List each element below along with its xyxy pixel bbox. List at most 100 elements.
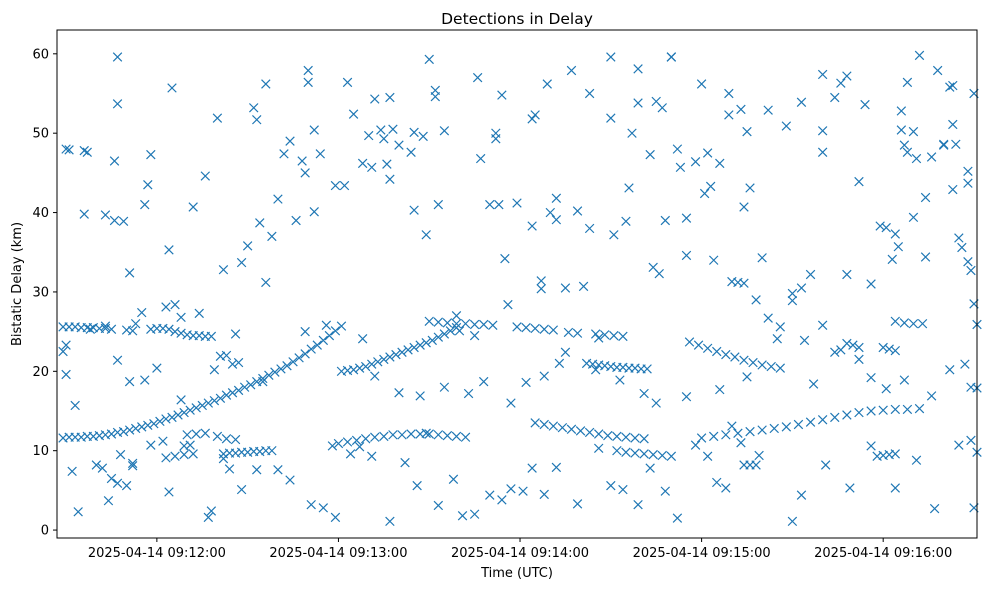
data-point — [639, 388, 649, 399]
data-point — [194, 308, 204, 319]
data-point — [736, 438, 746, 448]
data-point — [926, 391, 937, 401]
data-point — [781, 121, 792, 131]
data-point — [191, 403, 201, 413]
data-point — [657, 103, 667, 113]
data-point — [506, 484, 516, 494]
data-point — [890, 449, 901, 459]
y-tick-label: 20 — [32, 365, 49, 380]
data-point — [379, 431, 389, 442]
data-point — [612, 431, 622, 442]
data-point — [233, 385, 244, 396]
data-point — [342, 437, 353, 447]
data-point — [957, 242, 967, 253]
data-point — [267, 231, 277, 242]
data-point — [917, 318, 928, 329]
data-point — [721, 430, 731, 440]
data-point — [442, 318, 453, 328]
data-point — [584, 88, 595, 99]
data-point — [439, 329, 450, 339]
data-point — [485, 490, 495, 500]
data-point — [705, 181, 716, 192]
data-point — [112, 478, 123, 488]
data-point — [285, 136, 295, 146]
data-point — [497, 90, 507, 100]
data-point — [170, 451, 180, 461]
data-point — [866, 441, 876, 451]
data-point — [67, 466, 77, 477]
data-point — [494, 199, 504, 210]
data-point — [203, 398, 214, 408]
data-point — [288, 357, 298, 367]
data-point — [197, 400, 207, 411]
x-tick-label: 2025-04-14 09:14:00 — [451, 546, 589, 561]
data-point — [551, 462, 562, 473]
data-point — [433, 500, 444, 511]
data-point — [675, 162, 686, 173]
data-point — [79, 145, 89, 156]
data-point — [727, 421, 737, 431]
data-point — [261, 79, 271, 89]
data-point — [427, 335, 437, 346]
data-point — [191, 429, 201, 439]
data-point — [963, 178, 973, 188]
data-point — [140, 375, 150, 385]
data-point — [684, 337, 695, 347]
data-point — [360, 434, 371, 444]
data-point — [460, 318, 471, 329]
data-point — [221, 434, 232, 444]
data-point — [130, 423, 141, 434]
data-point — [478, 376, 489, 387]
data-point — [185, 405, 195, 415]
data-point — [182, 430, 192, 440]
data-point — [433, 317, 444, 327]
data-point — [161, 414, 171, 424]
data-point — [757, 360, 767, 370]
data-point — [137, 422, 147, 432]
data-point — [757, 425, 767, 435]
data-point — [609, 330, 619, 341]
data-point — [143, 180, 153, 190]
data-point — [230, 434, 241, 445]
data-point — [590, 365, 601, 375]
data-point — [164, 245, 174, 255]
data-point — [454, 326, 465, 336]
data-point — [73, 507, 83, 517]
plot-frame — [56, 29, 978, 539]
data-point — [842, 71, 852, 81]
data-point — [530, 418, 540, 428]
data-point — [724, 88, 734, 99]
data-point — [908, 318, 919, 329]
data-point — [233, 357, 244, 368]
data-point — [887, 254, 897, 265]
data-point — [681, 213, 692, 223]
y-axis-ticks: 0 10 20 30 40 50 60 — [32, 47, 57, 539]
data-point — [106, 324, 117, 334]
data-point — [348, 365, 359, 375]
data-point — [817, 415, 828, 425]
data-point — [966, 265, 976, 276]
data-point — [354, 363, 365, 373]
data-point — [345, 449, 356, 459]
data-point — [472, 72, 483, 83]
data-point — [866, 372, 876, 383]
data-point — [258, 376, 268, 387]
data-point — [696, 79, 707, 89]
data-point — [306, 499, 316, 510]
data-point — [630, 433, 640, 443]
data-point — [566, 65, 577, 76]
data-point — [948, 80, 958, 91]
data-point — [500, 253, 510, 264]
data-point — [945, 82, 955, 92]
data-point — [881, 222, 891, 233]
data-point — [294, 353, 304, 363]
data-point — [218, 264, 229, 275]
data-point — [388, 124, 398, 134]
data-point — [167, 83, 177, 93]
data-point — [391, 349, 401, 360]
data-point — [421, 338, 431, 348]
data-point — [397, 430, 407, 440]
data-point — [127, 458, 138, 469]
data-point — [884, 344, 894, 354]
data-point — [881, 384, 891, 394]
